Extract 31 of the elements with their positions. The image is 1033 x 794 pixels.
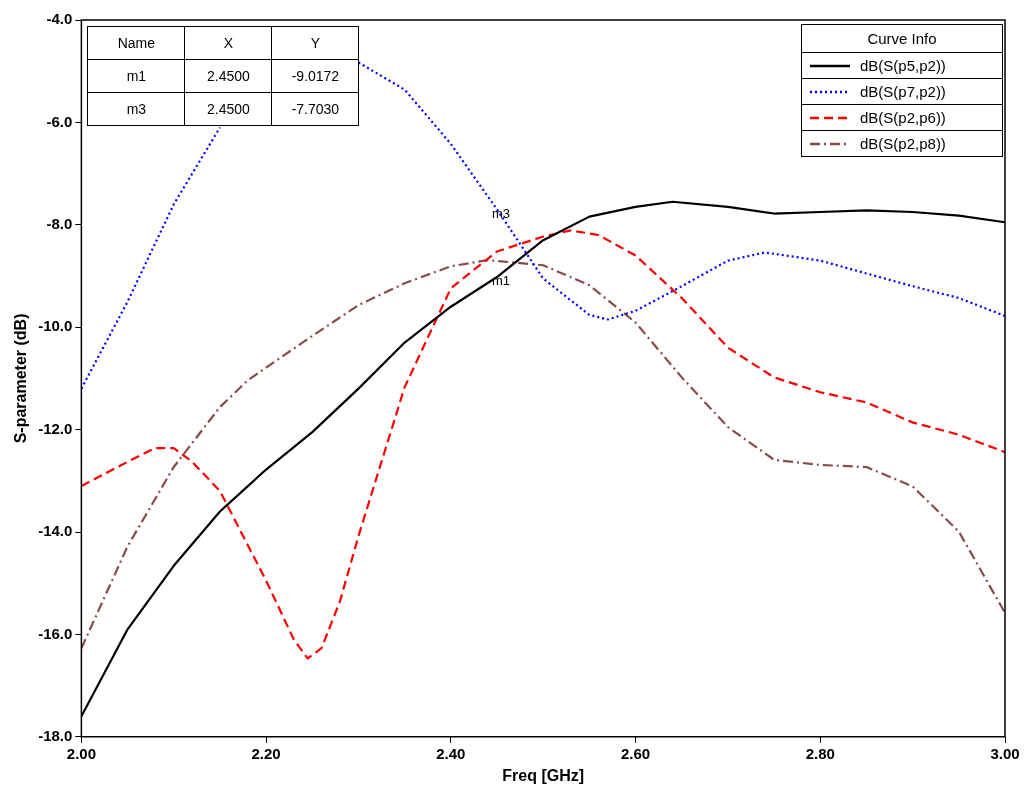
table-cell: 2.4500 [184,59,272,93]
legend-title: Curve Info [802,25,1002,53]
table-cell: 2.4500 [184,92,272,126]
y-axis-title: S-parameter (dB) [12,313,30,444]
table-cell: -9.0172 [271,59,359,93]
x-tick-label: 2.40 [436,744,466,762]
table-cell: m1 [87,59,185,93]
y-tick-label: -16.0 [38,624,73,642]
table-cell: m3 [87,92,185,126]
legend-label: dB(S(p2,p8)) [860,135,946,152]
table-cell: -7.7030 [271,92,359,126]
x-tick-label: 3.00 [990,744,1020,762]
x-tick-label: 2.00 [66,744,96,762]
y-tick-label: -10.0 [38,317,73,335]
table-cell: Name [87,26,185,60]
table-cell: X [184,26,272,60]
y-tick-label: -18.0 [38,726,73,744]
legend-label: dB(S(p2,p6)) [860,109,946,126]
annotation: m3 [492,206,511,222]
x-tick-label: 2.20 [251,744,281,762]
x-tick-label: 2.60 [620,744,651,762]
y-tick-label: -8.0 [46,214,73,232]
x-tick-label: 2.80 [805,744,835,762]
legend-label: dB(S(p5,p2)) [860,57,946,74]
y-tick-label: -6.0 [46,112,73,130]
table-cell: Y [271,26,359,60]
y-tick-label: -12.0 [38,419,73,437]
y-tick-label: -14.0 [38,522,73,540]
legend-label: dB(S(p7,p2)) [860,83,946,100]
x-axis-title: Freq [GHz] [502,766,585,784]
y-tick-label: -4.0 [46,10,73,28]
